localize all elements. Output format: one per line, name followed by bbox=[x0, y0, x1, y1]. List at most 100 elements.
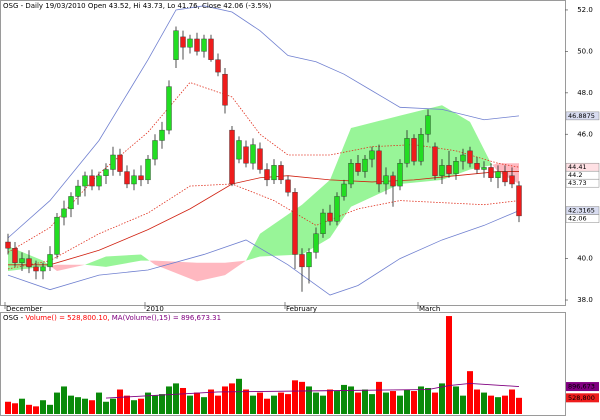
volume-bar bbox=[250, 395, 256, 414]
legend-volume: Volume() = 528,800.10, bbox=[25, 314, 109, 322]
volume-bar bbox=[446, 316, 452, 414]
volume-bar bbox=[89, 400, 95, 414]
volume-bar bbox=[187, 395, 193, 414]
volume-bar bbox=[509, 389, 515, 414]
candle-body bbox=[215, 59, 221, 73]
volume-bar bbox=[327, 389, 333, 414]
candle-body bbox=[222, 73, 228, 106]
candle-body bbox=[68, 196, 74, 210]
candle-body bbox=[425, 115, 431, 135]
candle-body bbox=[201, 38, 207, 52]
volume-bar bbox=[40, 400, 46, 414]
candle-body bbox=[180, 36, 186, 48]
candle-body bbox=[313, 233, 319, 253]
cloud-layer bbox=[8, 105, 519, 282]
price-flag-label: 44.41 bbox=[568, 163, 587, 171]
volume-bar bbox=[383, 392, 389, 414]
y-tick-label: 38.0 bbox=[577, 296, 593, 304]
volume-bar bbox=[439, 383, 445, 414]
volume-layer bbox=[5, 316, 522, 414]
volume-bar bbox=[467, 371, 473, 414]
candle-body bbox=[145, 158, 151, 181]
price-flag-label: 42.3165 bbox=[568, 207, 595, 215]
volume-bar bbox=[411, 391, 417, 414]
volume-bar bbox=[404, 389, 410, 414]
candle-body bbox=[208, 38, 214, 60]
volume-bar bbox=[173, 383, 179, 414]
price-flag-label: 43.73 bbox=[568, 179, 587, 187]
volume-bar bbox=[474, 389, 480, 414]
cloud-segment bbox=[155, 260, 197, 282]
candle-body bbox=[12, 248, 18, 263]
volume-bar bbox=[285, 394, 291, 414]
cloud-segment bbox=[470, 121, 491, 170]
volume-bar bbox=[278, 392, 284, 414]
candle-body bbox=[61, 208, 67, 218]
candle-body bbox=[376, 150, 382, 185]
y-tick-label: 52.0 bbox=[577, 6, 593, 14]
cloud-segment bbox=[492, 163, 498, 172]
volume-bar bbox=[208, 389, 214, 414]
volume-title-prefix: OSG - bbox=[3, 314, 24, 322]
candle-body bbox=[236, 140, 242, 160]
price-flag-label: 42.06 bbox=[568, 215, 587, 223]
candle-body bbox=[432, 146, 438, 176]
volume-bar bbox=[145, 392, 151, 414]
volume-bar bbox=[166, 386, 172, 414]
volume-bar bbox=[341, 384, 347, 414]
candle-body bbox=[516, 185, 522, 217]
candle-body bbox=[411, 138, 417, 162]
candle-body bbox=[96, 175, 102, 187]
candle-body bbox=[439, 165, 445, 176]
volume-bar bbox=[229, 383, 235, 414]
cloud-segment bbox=[225, 260, 246, 276]
volume-bar bbox=[131, 400, 137, 414]
candle-body bbox=[327, 212, 333, 222]
cloud-segment bbox=[197, 262, 225, 282]
candle-body bbox=[355, 163, 361, 172]
volume-bar bbox=[47, 404, 53, 414]
volume-bar bbox=[271, 395, 277, 414]
candle-body bbox=[404, 138, 410, 164]
volume-bar bbox=[362, 389, 368, 414]
volume-flag bbox=[566, 382, 599, 392]
volume-bar bbox=[264, 398, 270, 414]
candle-body bbox=[390, 175, 396, 187]
x-tick-label: February bbox=[286, 305, 317, 313]
candle-body bbox=[103, 169, 109, 176]
candle-body bbox=[257, 148, 263, 170]
volume-bar bbox=[243, 389, 249, 414]
chart-title: OSG - Daily 19/03/2010 Open 43.52, Hi 43… bbox=[3, 2, 272, 10]
price-flag bbox=[565, 111, 600, 121]
candle-body bbox=[460, 154, 466, 162]
candle-body bbox=[341, 183, 347, 197]
candle-body bbox=[481, 167, 487, 170]
y-tick-label: 40.0 bbox=[577, 255, 593, 263]
candle-body bbox=[474, 163, 480, 170]
volume-bar bbox=[61, 386, 67, 414]
volume-bar bbox=[369, 394, 375, 414]
candle-body bbox=[488, 167, 494, 178]
indicator-line bbox=[7, 5, 520, 239]
volume-flag bbox=[566, 393, 599, 403]
volume-bar bbox=[82, 398, 88, 414]
y-tick-label: 50.0 bbox=[577, 47, 593, 55]
indicator-line bbox=[7, 183, 520, 270]
volume-bar bbox=[19, 398, 25, 414]
candle-body bbox=[502, 171, 508, 183]
candle-layer bbox=[5, 26, 522, 292]
price-flag bbox=[565, 178, 600, 188]
volume-bar bbox=[334, 391, 340, 414]
volume-bar bbox=[124, 395, 130, 414]
volume-bar bbox=[481, 392, 487, 414]
volume-bar bbox=[397, 395, 403, 414]
volume-flag-label: 896,673 bbox=[568, 383, 595, 391]
candle-body bbox=[26, 258, 32, 268]
candle-body bbox=[271, 165, 277, 181]
volume-bar bbox=[96, 392, 102, 414]
volume-bar bbox=[376, 381, 382, 414]
candle-body bbox=[138, 175, 144, 181]
candle-body bbox=[173, 30, 179, 60]
candle-body bbox=[131, 175, 137, 185]
volume-bar bbox=[348, 386, 354, 414]
